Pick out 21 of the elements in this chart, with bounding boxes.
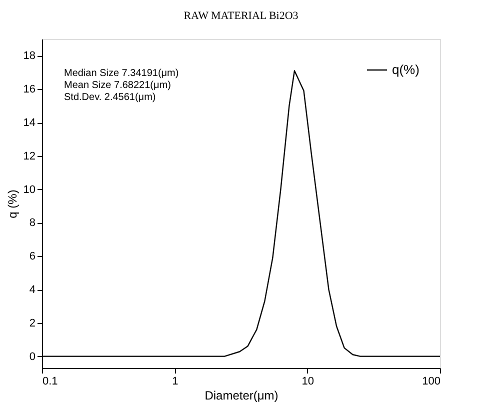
annotation: Median Size 7.34191(μm) [64, 68, 179, 79]
y-tick-label: 0 [29, 350, 36, 363]
x-axis-title: Diameter(μm) [204, 388, 278, 402]
annotation: Std.Dev. 2.4561(μm) [64, 92, 156, 103]
y-tick-label: 8 [29, 217, 36, 230]
legend-label: q(%) [392, 62, 420, 77]
y-tick-label: 14 [23, 117, 36, 130]
y-axis-title: q (%) [5, 190, 20, 218]
y-tick-label: 18 [23, 50, 36, 62]
y-tick-label: 12 [23, 150, 36, 162]
annotation: Mean Size 7.68221(μm) [64, 80, 171, 91]
y-tick-label: 10 [23, 184, 36, 196]
x-tick-label: 1 [172, 376, 178, 388]
y-tick-label: 4 [29, 284, 36, 296]
x-tick-label: 0.1 [42, 376, 58, 388]
y-tick-label: 2 [29, 317, 36, 330]
x-tick-label: 100 [422, 376, 440, 388]
y-tick-label: 6 [29, 250, 36, 263]
chart-title: RAW MATERIAL Bi2O3 [184, 10, 299, 22]
x-tick-label: 10 [302, 376, 314, 388]
y-tick-label: 16 [23, 84, 36, 96]
